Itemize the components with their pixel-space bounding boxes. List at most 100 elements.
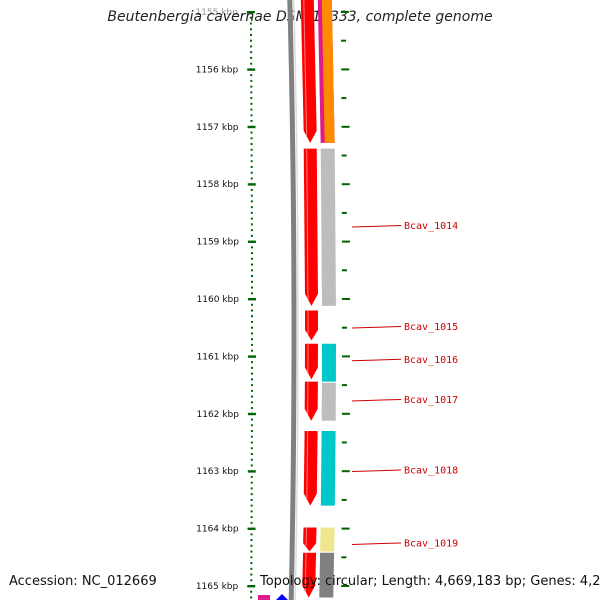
cog-block — [320, 527, 335, 552]
minor-tick — [249, 22, 252, 25]
minor-tick — [250, 280, 253, 283]
tick-label: 1163 kbp — [196, 467, 239, 477]
partial-feature — [258, 595, 270, 600]
cds-arrow — [304, 310, 318, 341]
minor-tick — [250, 464, 253, 467]
tick-label: 1158 kbp — [196, 180, 239, 190]
minor-tick — [250, 504, 253, 507]
minor-tick — [250, 91, 253, 94]
minor-tick — [250, 452, 253, 455]
minor-tick — [250, 378, 253, 381]
minor-tick — [250, 544, 253, 547]
minor-tick — [250, 320, 253, 323]
minor-tick — [250, 315, 253, 318]
gene-features — [258, 0, 336, 600]
minor-tick — [250, 395, 253, 398]
label-leader-line — [351, 398, 402, 402]
cds-highlight — [306, 431, 309, 500]
gene-label: Bcav_1016 — [404, 355, 458, 366]
label-leader-line — [351, 469, 402, 473]
minor-tick — [250, 257, 253, 260]
major-tick — [247, 527, 256, 530]
minor-tick — [250, 114, 253, 117]
label-leader-line — [351, 358, 402, 362]
minor-tick — [249, 16, 252, 19]
minor-tick — [250, 498, 253, 501]
outer-tick — [341, 68, 350, 71]
outer-tick — [341, 211, 347, 214]
cds-highlight — [304, 552, 307, 592]
tick-label: 1162 kbp — [197, 410, 240, 420]
minor-tick — [250, 361, 253, 364]
genome-backbone — [287, 0, 299, 600]
minor-tick — [250, 458, 253, 461]
tick-label: 1157 kbp — [196, 123, 239, 133]
minor-tick — [250, 475, 253, 478]
minor-tick — [250, 424, 253, 427]
cog-block — [321, 0, 335, 143]
minor-tick — [250, 108, 253, 111]
tick-label: 1164 kbp — [196, 525, 239, 535]
minor-tick — [250, 510, 253, 513]
outer-tick — [341, 240, 350, 243]
outer-tick — [341, 412, 350, 415]
minor-tick — [250, 407, 253, 410]
tick-label: 1165 kbp — [196, 582, 239, 592]
cds-arrow — [303, 148, 318, 306]
outer-tick — [341, 498, 347, 501]
minor-tick — [250, 211, 253, 214]
minor-tick — [250, 447, 253, 450]
minor-tick — [250, 51, 253, 54]
minor-tick — [250, 165, 253, 168]
minor-tick — [250, 286, 253, 289]
accession-text: Accession: NC_012669 — [9, 574, 157, 589]
minor-tick — [250, 539, 253, 542]
minor-tick — [250, 154, 253, 157]
minor-tick — [250, 56, 253, 59]
minor-tick — [250, 349, 253, 352]
cog-block — [319, 552, 335, 598]
outer-tick — [341, 470, 350, 473]
minor-tick — [250, 441, 253, 444]
major-tick — [247, 68, 256, 71]
minor-tick — [250, 550, 253, 553]
cds-highlight — [303, 0, 308, 137]
tick-label: 1161 kbp — [197, 352, 240, 362]
major-tick — [247, 240, 256, 243]
minor-tick — [250, 338, 253, 341]
major-tick — [247, 183, 256, 186]
cds-arrow — [304, 381, 318, 421]
minor-tick — [250, 579, 253, 582]
minor-tick — [250, 137, 253, 140]
cog-block — [320, 431, 336, 506]
minor-tick — [250, 160, 253, 163]
minor-tick — [250, 45, 253, 48]
minor-tick — [250, 74, 253, 77]
gene-label: Bcav_1018 — [404, 466, 458, 477]
backbone-shadow — [293, 0, 299, 600]
major-tick — [246, 11, 255, 14]
gene-labels: Bcav_1014 Bcav_1015 Bcav_1016 Bcav_1017 Bcav… — [351, 221, 458, 549]
tick-label: 1155 kbp — [195, 8, 238, 18]
major-tick — [247, 585, 256, 588]
minor-tick — [250, 516, 253, 519]
minor-tick — [250, 206, 253, 209]
minor-tick — [250, 493, 253, 496]
outer-tick — [341, 183, 350, 186]
minor-tick — [250, 62, 253, 65]
minor-tick — [250, 372, 253, 375]
minor-tick — [250, 217, 253, 220]
minor-tick — [250, 430, 253, 433]
outer-tick — [341, 269, 347, 272]
minor-tick — [250, 590, 253, 593]
cds-arrow — [304, 343, 318, 380]
gene-label: Bcav_1017 — [404, 395, 458, 406]
minor-tick — [250, 234, 253, 237]
gene-label: Bcav_1014 — [404, 221, 458, 232]
minor-tick — [250, 521, 253, 524]
major-tick — [247, 298, 256, 301]
minor-tick — [250, 97, 253, 100]
minor-tick — [250, 332, 253, 335]
gene-label: Bcav_1019 — [404, 538, 458, 549]
minor-tick — [250, 275, 253, 278]
